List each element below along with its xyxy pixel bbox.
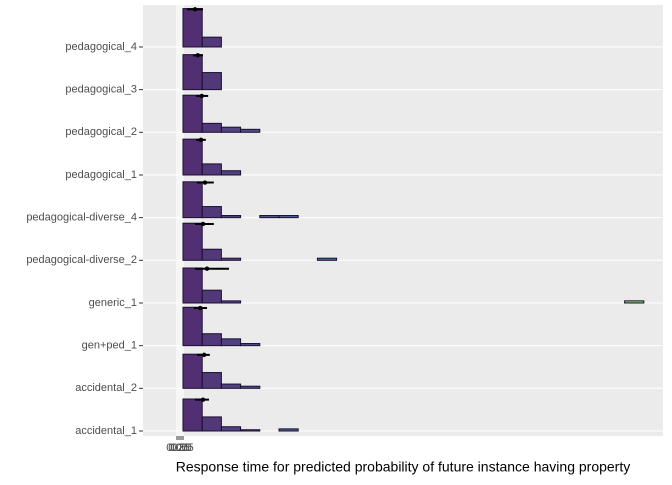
histogram-bar	[201, 416, 222, 432]
ridge	[182, 397, 299, 432]
ridge	[182, 266, 645, 304]
histogram-bar	[201, 289, 222, 304]
mean-point	[200, 397, 206, 402]
y-tick-label: pedagogical_2	[65, 126, 137, 138]
mean-point	[200, 221, 206, 227]
histogram-bar	[201, 36, 222, 48]
histogram-bar	[278, 215, 299, 219]
x-axis-title: Response time for predicted probability …	[176, 459, 630, 475]
histogram-bar	[201, 163, 222, 176]
histogram-bar	[220, 126, 242, 133]
y-tick-label: accidental_2	[75, 382, 137, 394]
histogram-bar	[240, 429, 261, 432]
histogram-bar	[182, 222, 203, 261]
y-tick-label: gen+ped_1	[82, 340, 137, 352]
histogram-bar	[182, 138, 203, 176]
histogram-bar	[201, 206, 222, 219]
x-tick-label: 0.00	[166, 442, 187, 454]
ridge	[182, 180, 299, 219]
ridge	[182, 7, 222, 48]
histogram-bar	[316, 257, 338, 261]
mean-point	[199, 93, 204, 99]
ridge	[182, 137, 242, 176]
ridge	[182, 221, 338, 261]
mean-point	[198, 137, 204, 143]
histogram-bar	[182, 306, 203, 347]
plot-panel	[143, 5, 663, 436]
histogram-bar	[278, 428, 299, 432]
histogram-bar	[182, 181, 203, 219]
y-tick-label: pedagogical-diverse_2	[26, 254, 137, 266]
y-tick-label: generic_1	[89, 297, 137, 309]
y-tick-label: pedagogical_3	[65, 84, 137, 96]
ridge	[182, 352, 261, 389]
mean-point	[198, 305, 203, 311]
histogram-bar	[182, 267, 203, 304]
histogram-bar	[624, 300, 645, 304]
histogram-bar	[201, 333, 222, 347]
mean-point	[204, 266, 210, 271]
x-tick-label: 0.50	[170, 442, 191, 454]
x-tick-label: 0.25	[168, 442, 189, 454]
ridge	[182, 53, 222, 91]
histogram-bar	[240, 343, 261, 347]
histogram-bar	[220, 170, 242, 176]
histogram-bar	[220, 338, 242, 347]
mean-point	[202, 352, 207, 358]
histogram-bar	[182, 398, 203, 432]
histogram-bar	[201, 72, 222, 91]
histogram-bar	[182, 94, 203, 133]
marks	[182, 7, 645, 432]
histogram-bar	[240, 128, 261, 133]
histogram-bar	[201, 122, 222, 133]
y-tick-label: pedagogical_1	[65, 169, 137, 181]
histogram-bar	[201, 372, 222, 389]
histogram-bar	[182, 54, 203, 91]
histogram-bar	[220, 300, 242, 304]
mean-point	[202, 180, 208, 185]
ridge	[182, 93, 261, 133]
histogram-bar	[182, 8, 203, 48]
ridge	[182, 305, 261, 347]
histogram-bar	[201, 248, 222, 261]
histogram-bar	[259, 215, 280, 219]
histogram-bar	[240, 385, 261, 389]
mean-point	[195, 53, 200, 58]
histogram-bar	[220, 426, 242, 432]
histogram-bar	[220, 215, 242, 219]
y-tick-label: pedagogical-diverse_4	[26, 212, 137, 224]
histogram-bar	[220, 383, 242, 389]
mean-point	[192, 7, 198, 12]
x-tick-label: 0.75	[172, 442, 193, 454]
y-tick-label: pedagogical_4	[65, 41, 137, 53]
histogram-bar	[220, 257, 242, 261]
histogram-bar	[182, 353, 203, 389]
y-tick-label: accidental_1	[75, 425, 137, 437]
